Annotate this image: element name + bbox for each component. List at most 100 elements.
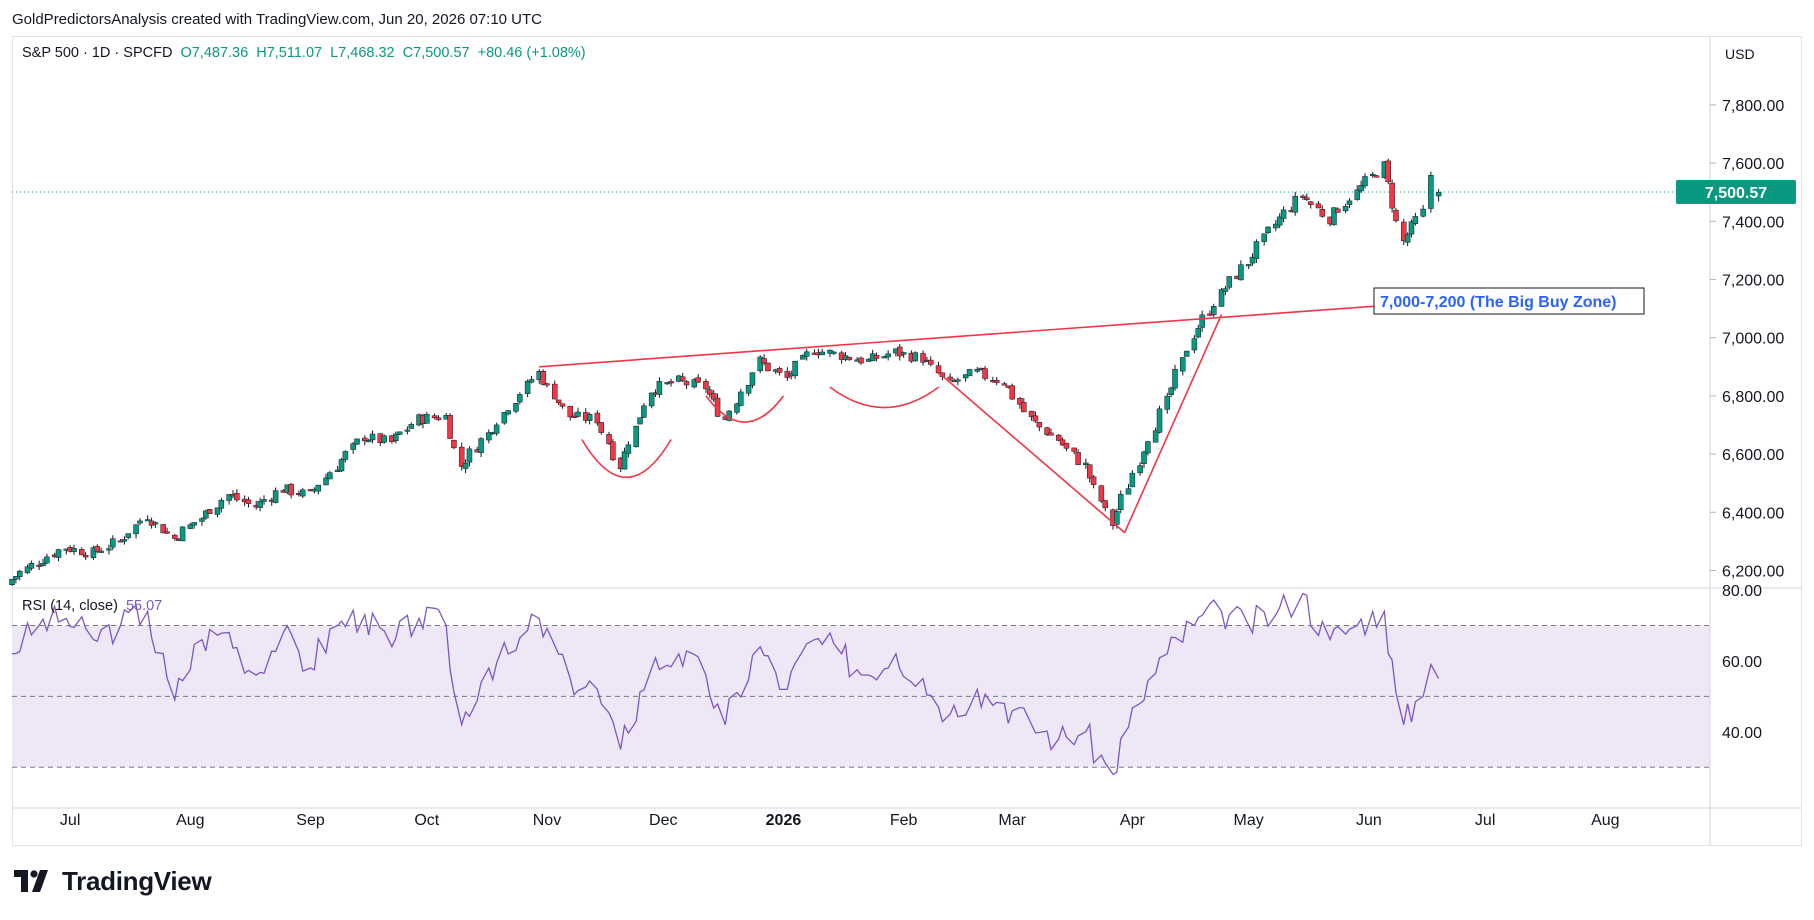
candle-body (1253, 241, 1260, 259)
candle-body (152, 522, 159, 525)
axes: 6,200.00 6,400.00 6,600.00 6,800.00 7,000.00… (12, 36, 1802, 846)
candle-body (493, 424, 500, 434)
candle-body (1276, 216, 1283, 226)
candle-body (13, 576, 19, 580)
currency-label[interactable]: USD (1725, 46, 1755, 62)
candle-body (466, 448, 473, 463)
candle-body (792, 360, 798, 377)
candle-body (1063, 442, 1070, 449)
candle-body (1156, 408, 1163, 433)
candle-body (431, 415, 438, 419)
candle-body (486, 432, 492, 441)
candle-body (501, 412, 508, 424)
time-tick-label: Feb (890, 812, 918, 829)
candle-body (1199, 314, 1205, 328)
rsi-tick-label: 40.00 (1722, 725, 1762, 742)
candle-body (982, 368, 988, 379)
candle-body (1373, 175, 1380, 178)
time-tick-label: Sep (296, 812, 325, 829)
candle-body (40, 562, 46, 566)
candle-body (94, 546, 101, 552)
candle-body (1261, 233, 1267, 242)
candle-body (745, 385, 752, 394)
candle-body (505, 410, 511, 415)
ohlc-legend[interactable]: S&P 500 · 1D · SPCFD O7,487.36 H7,511.07… (22, 45, 590, 61)
time-tick-label: Jun (1356, 812, 1382, 829)
candle-body (920, 353, 926, 363)
candle-body (881, 356, 888, 359)
candle-body (1001, 383, 1008, 386)
candle-body (668, 381, 674, 384)
candle-body (1404, 234, 1411, 243)
candle-body (1168, 387, 1174, 395)
candle-body (1300, 195, 1306, 198)
candle-body (393, 433, 399, 442)
candle-body (1125, 488, 1132, 495)
time-tick-label: Mar (998, 812, 1026, 829)
candle-body (435, 417, 442, 421)
change-value: +80.46 (+1.08%) (477, 45, 586, 61)
candle-body (28, 562, 35, 569)
candle-body (1129, 472, 1136, 488)
candle-body (1032, 415, 1039, 422)
candle-body (803, 351, 810, 357)
candle-body (144, 519, 151, 522)
candle-body (517, 394, 523, 403)
candle-body (1017, 397, 1023, 405)
candle-body (408, 424, 415, 429)
candle-body (551, 383, 558, 400)
candle-body (524, 380, 531, 394)
candle-body (641, 405, 647, 418)
trend-annotations[interactable]: 7,000-7,200 (The Big Buy Zone) (539, 287, 1645, 534)
rsi-label[interactable]: RSI (14, close) (22, 598, 118, 614)
candle-body (993, 379, 1000, 383)
candle-body (369, 433, 376, 441)
candle-body (1083, 462, 1089, 465)
candle-body (912, 352, 919, 362)
candle-body (1346, 200, 1353, 205)
rsi-value: 55.07 (125, 598, 163, 614)
candle-body (1435, 191, 1442, 197)
candle-body (819, 351, 825, 356)
candle-body (447, 415, 453, 439)
candle-body (121, 539, 128, 542)
time-tick-label: Nov (533, 812, 561, 829)
candle-body (82, 555, 89, 558)
candle-body (1137, 465, 1143, 474)
candle-body (637, 417, 643, 425)
candle-body (396, 431, 403, 435)
candle-body (831, 351, 837, 354)
candle-body (555, 399, 562, 404)
candle-body (1059, 439, 1066, 446)
candle-body (272, 490, 279, 503)
candle-body (513, 403, 519, 412)
candle-body (257, 500, 263, 508)
rsi-legend[interactable]: RSI (14, close) 55.07 (22, 598, 162, 614)
chart-frame (12, 36, 1802, 846)
price-tick-label: 7,800.00 (1722, 98, 1784, 115)
candle-body (776, 368, 783, 373)
symbol-label[interactable]: S&P 500 · 1D · SPCFD (22, 45, 173, 61)
candle-body (757, 356, 763, 372)
candle-body (451, 439, 457, 449)
candle-body (179, 526, 186, 542)
candle-body (695, 377, 701, 383)
time-tick-label: Aug (176, 812, 204, 829)
candle-body (234, 493, 240, 501)
brand-logo[interactable]: TradingView (14, 866, 212, 896)
candle-body (648, 392, 655, 407)
candle-body (1145, 441, 1151, 454)
candle-body (106, 548, 112, 551)
tradingview-logo-icon (14, 870, 48, 892)
candle-body (1098, 485, 1105, 502)
candle-body (1393, 209, 1399, 222)
candle-body (621, 451, 628, 470)
candle-body (1265, 226, 1271, 233)
candle-body (575, 411, 581, 417)
time-tick-label: 2026 (766, 812, 802, 829)
low-value: L7,468.32 (330, 45, 395, 61)
candle-body (947, 376, 953, 380)
candle-body (885, 353, 891, 358)
candle-body (1075, 452, 1081, 465)
